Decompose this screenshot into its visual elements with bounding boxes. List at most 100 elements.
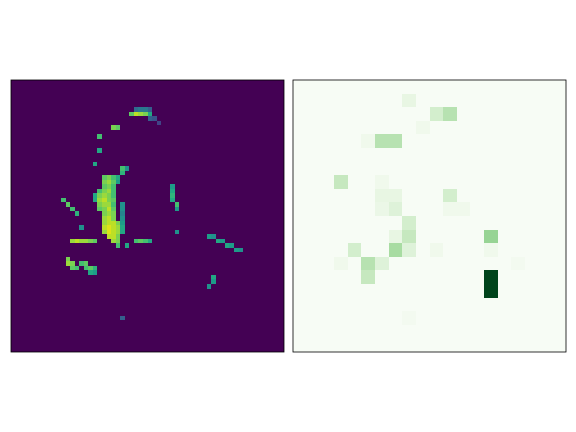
- cell: [402, 311, 416, 325]
- cell: [216, 239, 221, 244]
- cell: [484, 284, 498, 298]
- cell: [138, 239, 143, 244]
- cell: [116, 225, 121, 230]
- cell: [138, 107, 143, 112]
- cell: [389, 189, 403, 203]
- cell: [143, 107, 148, 112]
- cell: [75, 239, 80, 244]
- cell: [70, 261, 75, 266]
- cell: [157, 121, 162, 126]
- cell: [402, 216, 416, 230]
- cell: [107, 207, 112, 212]
- cell: [361, 257, 375, 271]
- cell: [111, 221, 116, 226]
- cell: [79, 261, 84, 266]
- cell: [134, 112, 139, 117]
- cell: [375, 189, 389, 203]
- cell: [102, 230, 107, 235]
- cell: [102, 211, 107, 216]
- cell: [102, 175, 107, 180]
- cell: [170, 184, 175, 189]
- cell: [66, 202, 71, 207]
- cell: [430, 243, 444, 257]
- cell: [97, 198, 102, 203]
- cell: [111, 189, 116, 194]
- cell: [175, 230, 180, 235]
- frame: [11, 80, 284, 352]
- cell: [116, 234, 121, 239]
- cell: [111, 184, 116, 189]
- cell: [93, 266, 98, 271]
- cell: [239, 248, 244, 253]
- cell: [375, 175, 389, 189]
- cell: [148, 116, 153, 121]
- cell: [88, 239, 93, 244]
- cell: [93, 162, 98, 167]
- cell: [111, 234, 116, 239]
- cell: [102, 180, 107, 185]
- cell: [402, 230, 416, 244]
- cell: [88, 266, 93, 271]
- cell: [102, 202, 107, 207]
- cell: [389, 243, 403, 257]
- background: [11, 80, 284, 352]
- cell: [75, 211, 80, 216]
- cell: [107, 211, 112, 216]
- cell: [375, 257, 389, 271]
- cell: [111, 125, 116, 130]
- cell: [443, 107, 457, 121]
- cell: [97, 207, 102, 212]
- cell: [402, 94, 416, 108]
- cell: [93, 198, 98, 203]
- cell: [107, 234, 112, 239]
- cell: [102, 207, 107, 212]
- cell: [66, 257, 71, 262]
- cell: [120, 207, 125, 212]
- cell: [97, 148, 102, 153]
- cell: [79, 239, 84, 244]
- cell: [457, 202, 471, 216]
- cell: [116, 239, 121, 244]
- cell: [134, 239, 139, 244]
- cell: [416, 121, 430, 135]
- cell: [84, 261, 89, 266]
- figure: [0, 0, 576, 432]
- cell: [148, 107, 153, 112]
- cell: [116, 230, 121, 235]
- cell: [211, 279, 216, 284]
- cell: [111, 198, 116, 203]
- cell: [484, 230, 498, 244]
- cell: [97, 202, 102, 207]
- cell: [88, 270, 93, 275]
- heatmap: [11, 80, 284, 352]
- cell: [107, 225, 112, 230]
- cell: [111, 193, 116, 198]
- cell: [93, 270, 98, 275]
- cell: [107, 180, 112, 185]
- cell: [120, 221, 125, 226]
- cell: [211, 275, 216, 280]
- cell: [207, 234, 212, 239]
- cell: [102, 225, 107, 230]
- cell: [102, 184, 107, 189]
- cell: [107, 175, 112, 180]
- background: [293, 80, 566, 352]
- cell: [70, 239, 75, 244]
- cell: [484, 270, 498, 284]
- cell: [111, 216, 116, 221]
- cell: [97, 189, 102, 194]
- cell: [361, 134, 375, 148]
- cell: [334, 175, 348, 189]
- cell: [70, 207, 75, 212]
- cell: [102, 221, 107, 226]
- cell: [84, 239, 89, 244]
- cell: [70, 266, 75, 271]
- cell: [102, 189, 107, 194]
- cell: [484, 243, 498, 257]
- cell: [170, 189, 175, 194]
- cell: [107, 184, 112, 189]
- cell: [102, 198, 107, 203]
- cell: [234, 248, 239, 253]
- cell: [120, 230, 125, 235]
- cell: [120, 166, 125, 171]
